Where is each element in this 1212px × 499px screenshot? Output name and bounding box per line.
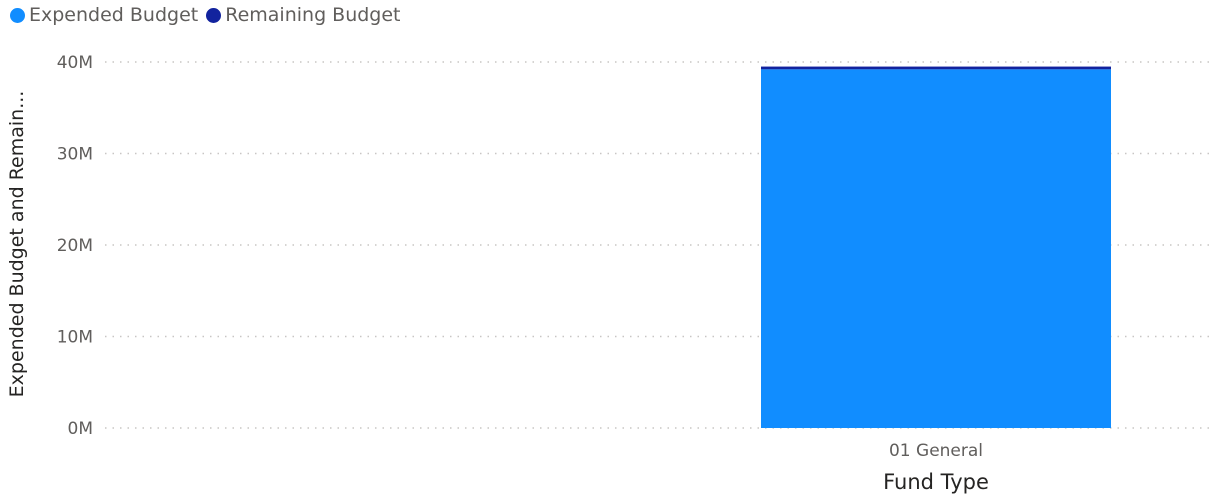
legend-marker-expended <box>10 7 25 23</box>
x-tick-label: 01 General <box>889 441 983 461</box>
y-tick-label: 40M <box>57 53 93 73</box>
y-tick-label: 0M <box>68 419 93 439</box>
legend-label-expended: Expended Budget <box>29 4 199 26</box>
bar-remaining[interactable] <box>761 66 1111 70</box>
x-axis-title: Fund Type <box>883 470 989 494</box>
legend-marker-remaining <box>206 7 222 23</box>
legend-item-expended[interactable]: Expended Budget <box>10 4 198 26</box>
legend-item-remaining[interactable]: Remaining Budget <box>206 4 401 26</box>
chart-legend: Expended Budget Remaining Budget <box>10 4 409 26</box>
y-tick-label: 20M <box>57 236 93 256</box>
y-tick-label: 10M <box>57 328 93 348</box>
y-tick-label: 30M <box>57 145 93 165</box>
legend-label-remaining: Remaining Budget <box>225 4 401 26</box>
bar-expended[interactable] <box>761 69 1111 428</box>
